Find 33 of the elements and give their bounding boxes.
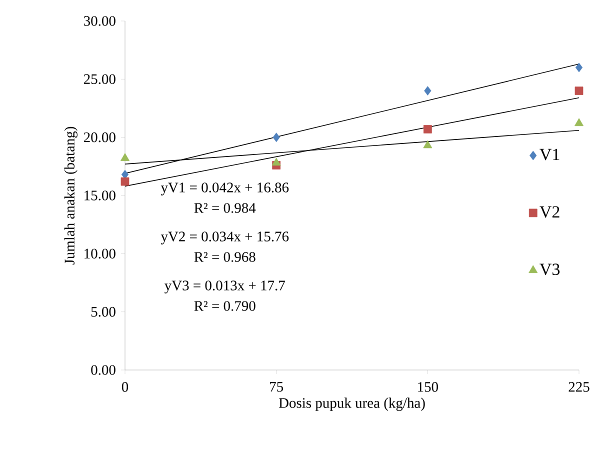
annotation: yV2 = 0.034x + 15.76 <box>160 232 289 244</box>
y-tick-label: 20.00 <box>84 132 116 142</box>
y-tick-label: 30.00 <box>84 16 116 26</box>
point <box>423 140 432 148</box>
legend-label: V2 <box>540 206 560 218</box>
point <box>575 62 583 72</box>
y-tick-label: 0.00 <box>91 365 116 375</box>
x-tick-label: 150 <box>418 382 438 392</box>
point <box>423 125 432 134</box>
x-tick-label: 225 <box>568 382 590 392</box>
y-tick-label: 10.00 <box>84 248 116 259</box>
annotation: yV3 = 0.013x + 17.7 <box>164 280 285 294</box>
point <box>272 158 281 166</box>
y-tick-label: 5.00 <box>91 306 116 317</box>
annotation: R² = 0.790 <box>194 301 256 311</box>
y-tick-label: 15.00 <box>84 190 116 200</box>
point <box>121 170 129 180</box>
legend-label: V1 <box>540 148 560 160</box>
point <box>574 118 584 126</box>
x-tick-label: 75 <box>270 382 284 392</box>
annotation: yV1 = 0.042x + 16.86 <box>160 182 289 196</box>
x-axis-title: Dosis pupuk urea (kg/ha) <box>278 398 425 411</box>
annotation: R² = 0.968 <box>194 252 256 262</box>
y-axis-title: Jumlah anakan (batang) <box>64 126 78 264</box>
x-tick-label: 0 <box>122 382 128 392</box>
annotation: R² = 0.984 <box>194 203 256 213</box>
point <box>574 86 584 95</box>
point <box>120 177 130 186</box>
point <box>272 132 280 142</box>
point <box>120 153 130 161</box>
legend-label: V3 <box>540 264 560 276</box>
y-tick-label: 25.00 <box>84 74 116 84</box>
point <box>424 86 432 96</box>
